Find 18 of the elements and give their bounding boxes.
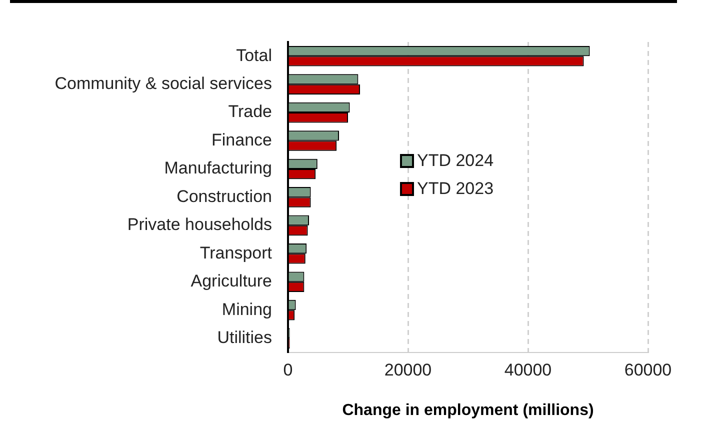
legend-label: YTD 2023 — [417, 179, 494, 199]
x-axis-title: Change in employment (millions) — [342, 402, 594, 419]
y-tick-label: Mining — [222, 300, 272, 319]
y-tick-label: Private households — [127, 215, 272, 234]
y-tick-label: Construction — [176, 186, 272, 206]
legend-label: YTD 2024 — [417, 151, 494, 171]
y-tick-label: Trade — [228, 102, 272, 122]
y-tick-label: Utilities — [217, 328, 272, 347]
y-tick-label: Community & social services — [54, 74, 272, 94]
y-tick-label: Transport — [200, 243, 272, 262]
y-tick-label: Agriculture — [190, 272, 272, 291]
y-tick-label: Finance — [212, 130, 272, 150]
x-tick-label: 60000 — [624, 360, 672, 380]
y-tick-label: Manufacturing — [164, 158, 272, 178]
y-tick-label: Total — [236, 46, 272, 65]
x-tick-label: 40000 — [504, 360, 552, 380]
x-tick-label: 0 — [283, 360, 293, 380]
x-tick-label: 20000 — [384, 360, 432, 380]
